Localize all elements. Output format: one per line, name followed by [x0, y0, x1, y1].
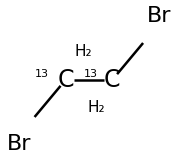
Text: 13: 13: [35, 69, 49, 79]
Text: Br: Br: [147, 6, 171, 26]
Text: C: C: [57, 68, 74, 92]
Text: Br: Br: [6, 134, 31, 154]
Text: 13: 13: [84, 69, 98, 79]
Text: H₂: H₂: [75, 44, 92, 59]
Text: C: C: [104, 68, 120, 92]
Text: H₂: H₂: [87, 100, 105, 115]
